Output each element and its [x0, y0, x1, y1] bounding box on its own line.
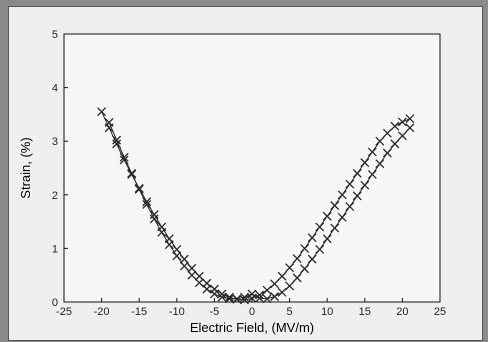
- data-point: [119, 152, 129, 162]
- data-point: [367, 147, 377, 157]
- data-point: [270, 279, 280, 289]
- data-point: [405, 114, 415, 124]
- data-point: [352, 191, 362, 201]
- data-point: [315, 222, 325, 232]
- data-point: [330, 223, 340, 233]
- data-point: [390, 121, 400, 131]
- data-point: [382, 128, 392, 138]
- data-point: [187, 270, 197, 280]
- x-axis-label: Electric Field, (MV/m): [190, 320, 314, 335]
- data-point: [397, 117, 407, 127]
- x-tick-label: -20: [94, 306, 110, 318]
- data-point: [97, 107, 107, 117]
- data-point: [375, 136, 385, 146]
- data-point: [285, 263, 295, 273]
- data-point: [179, 261, 189, 271]
- data-point: [307, 233, 317, 243]
- data-point: [194, 271, 204, 281]
- data-point: [187, 263, 197, 273]
- data-point: [352, 168, 362, 178]
- data-point: [285, 281, 295, 291]
- data-point: [330, 201, 340, 210]
- data-point: [157, 227, 167, 237]
- data-point: [149, 210, 159, 220]
- data-point: [149, 214, 159, 224]
- x-tick-label: 0: [249, 306, 255, 318]
- data-point: [337, 190, 347, 200]
- x-tick-label: -10: [169, 306, 185, 318]
- plot-area: [63, 33, 441, 303]
- x-tick-label: 10: [321, 306, 333, 318]
- data-point: [367, 169, 377, 179]
- data-point: [240, 292, 249, 302]
- data-point: [232, 294, 242, 304]
- x-tick-label: 20: [396, 306, 408, 318]
- data-point: [397, 131, 407, 141]
- data-point: [405, 123, 415, 133]
- data-point: [322, 234, 332, 244]
- data-point: [292, 273, 302, 283]
- x-tick-label: -5: [210, 306, 220, 318]
- data-point: [172, 251, 182, 261]
- x-tick-label: 25: [434, 306, 446, 318]
- data-point: [217, 292, 227, 302]
- y-tick-label: 2: [52, 190, 58, 202]
- data-point: [255, 293, 264, 303]
- data-points: [97, 107, 415, 305]
- data-point: [262, 294, 272, 304]
- y-tick-label: 3: [52, 136, 58, 148]
- data-point: [390, 139, 400, 149]
- data-point: [217, 289, 227, 299]
- data-point: [104, 117, 114, 127]
- data-point: [134, 184, 144, 194]
- axis-ticks: -25 -20 -15 -10 -5 0 5 10 15 20 25 0 1 2 3 4 5: [52, 29, 446, 318]
- y-tick-label: 5: [52, 29, 58, 41]
- data-point: [255, 290, 264, 300]
- data-point: [270, 292, 280, 302]
- y-axis-label: Strain, (%): [18, 137, 33, 198]
- data-point: [382, 148, 392, 158]
- x-tick-label: 15: [359, 306, 371, 318]
- data-point: [345, 202, 355, 212]
- data-point: [277, 271, 287, 281]
- data-point: [112, 135, 122, 145]
- data-point: [202, 284, 212, 294]
- y-tick-label: 1: [52, 243, 58, 255]
- data-point: [164, 240, 174, 250]
- data-point: [240, 295, 249, 305]
- data-point: [375, 159, 385, 169]
- data-point: [224, 294, 234, 304]
- data-point: [360, 158, 370, 168]
- x-tick-label: -15: [131, 306, 147, 318]
- data-point: [142, 199, 152, 209]
- x-tick-label: 5: [287, 306, 293, 318]
- data-point: [262, 285, 272, 295]
- data-point: [360, 180, 370, 190]
- data-point: [307, 254, 317, 264]
- data-point: [300, 264, 310, 274]
- data-point: [247, 289, 257, 299]
- data-point: [127, 168, 137, 178]
- data-point: [194, 278, 204, 288]
- data-point: [209, 289, 219, 299]
- data-point: [337, 212, 347, 222]
- data-point: [300, 243, 310, 253]
- y-tick-label: 0: [52, 297, 58, 309]
- data-point: [315, 245, 325, 254]
- data-point: [345, 179, 355, 189]
- data-point: [277, 287, 287, 297]
- y-tick-label: 4: [52, 83, 58, 95]
- x-tick-label: -25: [56, 306, 72, 318]
- data-point: [322, 211, 332, 221]
- data-point: [224, 292, 234, 302]
- data-point: [292, 254, 302, 264]
